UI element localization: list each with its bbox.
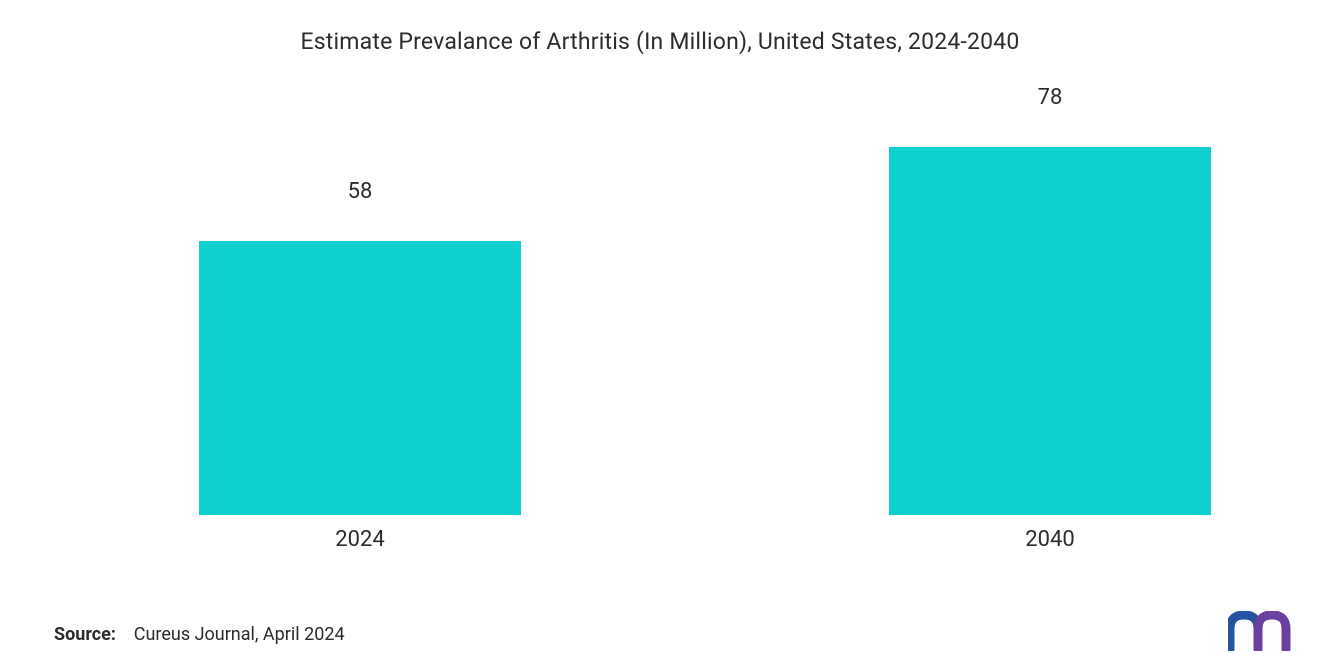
bar-slot: 582024 — [130, 90, 590, 515]
plot-area: 582024 782040 — [130, 90, 1280, 515]
source-line: Source: Cureus Journal, April 2024 — [54, 624, 345, 645]
bar — [199, 241, 521, 515]
source-text: Cureus Journal, April 2024 — [134, 624, 345, 645]
bar-category-label: 2040 — [820, 515, 1280, 552]
chart-title: Estimate Prevalance of Arthritis (In Mil… — [0, 28, 1320, 55]
bar — [889, 147, 1211, 515]
bar-category-label: 2024 — [130, 515, 590, 552]
source-label: Source: — [54, 624, 116, 645]
brand-logo-icon — [1228, 611, 1292, 651]
bar-value-label: 58 — [130, 179, 590, 210]
bar-chart: Estimate Prevalance of Arthritis (In Mil… — [0, 0, 1320, 665]
bar-value-label: 78 — [820, 85, 1280, 116]
bar-slot: 782040 — [820, 90, 1280, 515]
